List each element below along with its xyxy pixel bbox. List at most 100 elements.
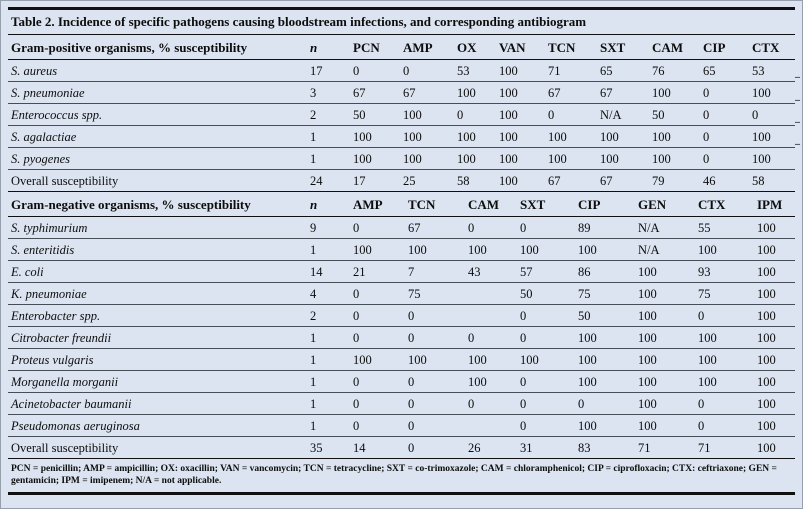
value-cell: 89 [576, 216, 636, 239]
value-cell: 100 [497, 147, 546, 170]
value-cell: 57 [518, 260, 576, 283]
column-header-ipm: IPM [755, 192, 795, 217]
value-cell: 0 [696, 304, 755, 327]
value-cell: 0 [696, 392, 755, 415]
value-cell: 0 [696, 414, 755, 437]
value-cell: 0 [466, 392, 518, 415]
table-row: Acinetobacter baumanii 1 0 0 0 0 0 100 0 100 [8, 392, 795, 415]
section-table-gram-negative: Gram-negative organisms, % susceptibilit… [8, 192, 795, 459]
value-cell: 75 [406, 282, 466, 305]
value-cell: 100 [401, 103, 455, 126]
table-row: S. aureus 17 0 0 53 100 71 65 76 65 53 [8, 59, 795, 82]
table-footnote: PCN = penicillin; AMP = ampicillin; OX: … [8, 459, 795, 495]
column-header-tcn: TCN [546, 35, 598, 60]
value-cell: 100 [696, 238, 755, 261]
value-cell: 0 [351, 304, 406, 327]
column-header-amp: AMP [401, 35, 455, 60]
organism-name-cell: S. typhimurium [8, 216, 308, 239]
value-cell: 25 [401, 169, 455, 192]
value-cell: 0 [518, 326, 576, 349]
value-cell: 100 [598, 125, 650, 148]
column-header-sxt: SXT [518, 192, 576, 217]
value-cell: 43 [466, 260, 518, 283]
value-cell: N/A [598, 103, 650, 126]
value-cell: 1 [308, 392, 351, 415]
table-row: K. pneumoniae 4 0 75 50 75 100 75 100 [8, 282, 795, 305]
value-cell: 0 [406, 414, 466, 437]
value-cell: 0 [518, 370, 576, 393]
column-header-gen: GEN [636, 192, 696, 217]
value-cell: 100 [518, 238, 576, 261]
value-cell: 67 [546, 169, 598, 192]
value-cell: 75 [576, 282, 636, 305]
value-cell: 26 [466, 436, 518, 459]
organism-name-cell: Pseudomonas aeruginosa [8, 414, 308, 437]
value-cell: 58 [455, 169, 497, 192]
value-cell: 100 [696, 326, 755, 349]
column-header-cip: CIP [701, 35, 750, 60]
value-cell: 100 [406, 238, 466, 261]
organism-name-cell: S. enteritidis [8, 238, 308, 261]
value-cell: 67 [351, 81, 401, 104]
overall-label-cell: Overall susceptibility [8, 436, 308, 459]
organism-name-cell: S. agalactiae [8, 125, 308, 148]
value-cell: 100 [598, 147, 650, 170]
table-row: Enterobacter spp. 2 0 0 0 50 100 0 100 [8, 304, 795, 327]
value-cell: 100 [497, 169, 546, 192]
table-sections: Gram-positive organisms, % susceptibilit… [8, 35, 795, 459]
value-cell: 1 [308, 125, 351, 148]
organism-name-cell: S. aureus [8, 59, 308, 82]
table-row: Morganella morganii 1 0 0 100 0 100 100 100 100 [8, 370, 795, 393]
value-cell: 2 [308, 304, 351, 327]
value-cell: 0 [406, 304, 466, 327]
value-cell: 24 [308, 169, 351, 192]
value-cell: 100 [755, 304, 795, 327]
value-cell: 100 [518, 348, 576, 371]
value-cell: 35 [308, 436, 351, 459]
overall-label-cell: Overall susceptibility [8, 169, 308, 192]
value-cell: 100 [455, 81, 497, 104]
table-container: Table 2. Incidence of specific pathogens… [8, 7, 795, 495]
table-row: S. agalactiae 1 100 100 100 100 100 100 100 0 100 [8, 125, 795, 148]
value-cell: 100 [576, 414, 636, 437]
section-header-label: Gram-positive organisms, % susceptibilit… [8, 35, 308, 60]
value-cell: 100 [636, 392, 696, 415]
value-cell: 100 [455, 125, 497, 148]
table-row: E. coli 14 21 7 43 57 86 100 93 100 [8, 260, 795, 283]
value-cell: 1 [308, 326, 351, 349]
value-cell: 14 [351, 436, 406, 459]
value-cell: 100 [750, 147, 795, 170]
column-header-cip: CIP [576, 192, 636, 217]
value-cell: 100 [497, 81, 546, 104]
value-cell: 0 [750, 103, 795, 126]
value-cell: 31 [518, 436, 576, 459]
value-cell: 46 [701, 169, 750, 192]
organism-name-cell: E. coli [8, 260, 308, 283]
table-row: Overall susceptibility 35 14 0 26 31 83 71 71 100 [8, 436, 795, 459]
value-cell: 67 [406, 216, 466, 239]
value-cell: 100 [636, 370, 696, 393]
value-cell: N/A [636, 216, 696, 239]
value-cell: 67 [598, 81, 650, 104]
value-cell: 100 [750, 125, 795, 148]
value-cell: 100 [401, 125, 455, 148]
column-header-ox: OX [455, 35, 497, 60]
value-cell: 79 [650, 169, 701, 192]
margin-dash: – [795, 139, 800, 150]
organism-name-cell: Proteus vulgaris [8, 348, 308, 371]
value-cell: 100 [466, 238, 518, 261]
margin-dash: – [795, 117, 800, 128]
value-cell: 1 [308, 147, 351, 170]
value-cell: 67 [401, 81, 455, 104]
value-cell: 100 [755, 282, 795, 305]
value-cell: 53 [750, 59, 795, 82]
column-header-n: n [308, 192, 351, 217]
value-cell: 100 [750, 81, 795, 104]
value-cell: 100 [755, 414, 795, 437]
organism-name-cell: Citrobacter freundii [8, 326, 308, 349]
value-cell: 100 [351, 147, 401, 170]
value-cell: 0 [518, 414, 576, 437]
value-cell: 0 [701, 125, 750, 148]
value-cell: 100 [497, 59, 546, 82]
table-row: Citrobacter freundii 1 0 0 0 0 100 100 100 100 [8, 326, 795, 349]
